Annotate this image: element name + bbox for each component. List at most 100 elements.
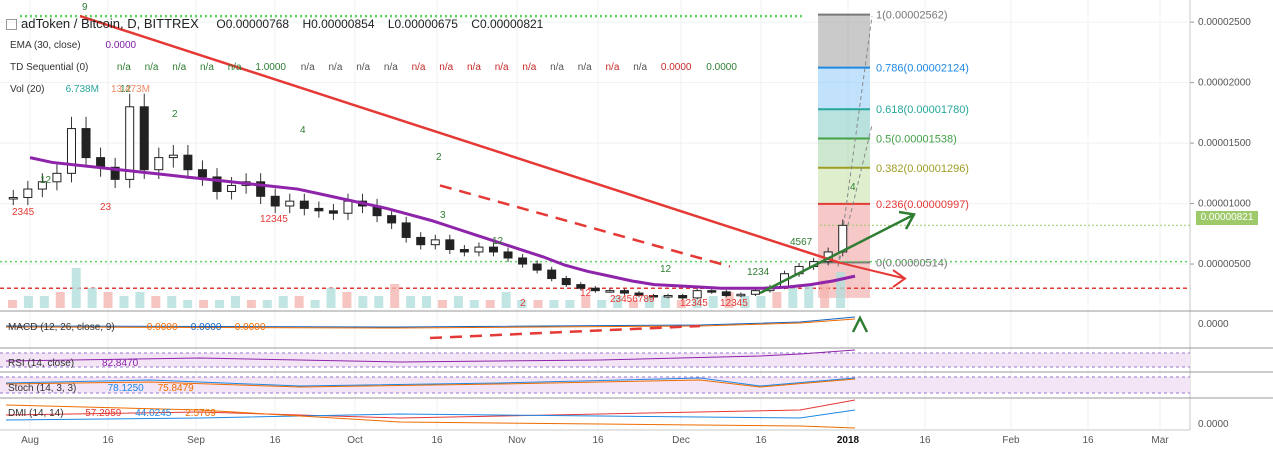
dmi-axis-label: 0.0000 xyxy=(1198,419,1229,430)
td-count-label: 1234 xyxy=(747,267,770,278)
volume-bar xyxy=(230,296,240,308)
volume-bar xyxy=(135,292,145,308)
volume-bar xyxy=(87,288,97,308)
candle-body xyxy=(139,106,149,171)
td-count-label: 12345 xyxy=(680,298,708,309)
x-tick-label: 16 xyxy=(592,435,604,446)
volume-bar xyxy=(246,300,256,308)
volume-bar xyxy=(453,296,463,308)
volume-bar xyxy=(8,300,17,308)
volume-bar xyxy=(820,280,830,308)
candle-body xyxy=(23,188,33,199)
td-count-label: 12 xyxy=(660,264,672,275)
fib-level-label: 0.382(0.00001296) xyxy=(876,163,969,175)
y-tick-label: 0.00001500 xyxy=(1198,138,1251,149)
stoch-d-line xyxy=(5,378,856,388)
macd-axis-label: 0.0000 xyxy=(1198,319,1229,330)
td-count-label: 12 xyxy=(580,288,592,299)
collapse-toggle-icon[interactable] xyxy=(6,19,17,31)
volume-bar xyxy=(262,300,272,308)
pane-label-dmi: DMI (14, 14) xyxy=(8,408,64,419)
fib-level-label: 0.786(0.00002124) xyxy=(876,63,969,75)
td-count-label: 2 xyxy=(520,298,526,309)
pane-value-macd: 0.0000 xyxy=(191,322,222,333)
td-count-label: 12345 xyxy=(720,298,748,309)
candle-body xyxy=(736,293,746,297)
indicator-value: n/a xyxy=(117,62,131,73)
volume-bar xyxy=(422,296,432,308)
pane-value-stoch: 78.1250 xyxy=(108,383,145,394)
volume-bar xyxy=(565,300,575,308)
volume-bar xyxy=(374,296,384,308)
volume-bar xyxy=(151,296,161,308)
candle-body xyxy=(503,251,513,259)
td-count-label: 9 xyxy=(82,2,88,13)
indicator-value: n/a xyxy=(439,62,453,73)
td-count-label: 4 xyxy=(300,125,306,136)
pane-label-stoch: Stoch (14, 3, 3) xyxy=(8,383,76,394)
pane-value-rsi: 82.8470 xyxy=(102,358,139,369)
volume-bar xyxy=(55,292,65,308)
volume-bar xyxy=(501,292,511,308)
volume-bar xyxy=(342,292,352,308)
indicator-value: n/a xyxy=(550,62,564,73)
volume-bar xyxy=(549,300,559,308)
td-count-label: 2 xyxy=(436,152,442,163)
candle-body xyxy=(125,106,135,180)
indicator-value: n/a xyxy=(606,62,620,73)
volume-bar xyxy=(294,296,304,308)
ema-line xyxy=(29,156,856,290)
fib-zone xyxy=(818,109,870,139)
volume-bar xyxy=(119,296,129,308)
indicator-value: 1.0000 xyxy=(255,62,286,73)
indicator-value: n/a xyxy=(329,62,343,73)
candle-body xyxy=(430,239,440,246)
arrow-head-icon xyxy=(851,315,869,333)
candle-body xyxy=(678,294,688,299)
fib-zone xyxy=(818,14,870,68)
arrow-head-icon xyxy=(892,269,907,288)
volume-bar xyxy=(660,296,670,308)
current-price-label: 0.00000821 xyxy=(1196,211,1258,225)
indicator-value: 13.473M xyxy=(111,84,150,95)
indicator-label: Vol (20) xyxy=(10,84,44,95)
fib-level-label: 1(0.00002562) xyxy=(876,10,948,22)
candle-body xyxy=(343,200,353,214)
volume-bar xyxy=(71,268,81,308)
x-tick-label: Sep xyxy=(187,435,205,446)
volume-bar xyxy=(613,296,623,308)
indicator-value: n/a xyxy=(172,62,186,73)
fib-zone xyxy=(818,138,870,168)
candle-body xyxy=(328,210,338,214)
indicator-value: n/a xyxy=(228,62,242,73)
pane-value-dmi: 57.2959 xyxy=(85,408,122,419)
dashed-trendline xyxy=(439,184,731,268)
volume-bar xyxy=(406,296,416,308)
indicator-value: n/a xyxy=(384,62,398,73)
volume-bar xyxy=(485,300,495,308)
indicator-value: n/a xyxy=(578,62,592,73)
candle-body xyxy=(227,184,237,192)
fib-zone xyxy=(818,167,870,204)
y-tick-label: 0.00002000 xyxy=(1198,78,1251,89)
volume-bar xyxy=(310,300,320,308)
y-tick-label: 0.00000500 xyxy=(1198,259,1251,270)
x-tick-label: Dec xyxy=(672,435,690,446)
indicator-label: EMA (30, close) xyxy=(10,40,81,51)
td-count-label: 3 xyxy=(440,210,446,221)
fib-level-label: 0.618(0.00001780) xyxy=(876,104,969,116)
stoch-k-line xyxy=(5,377,856,387)
td-count-label: 4 xyxy=(850,182,856,193)
pane-label-rsi: RSI (14, close) xyxy=(8,358,74,369)
candle-body xyxy=(692,290,702,299)
indicator-value: n/a xyxy=(467,62,481,73)
indicator-value: n/a xyxy=(522,62,536,73)
candle-body xyxy=(459,249,469,253)
candle-body xyxy=(387,215,397,224)
volume-bar xyxy=(517,300,527,308)
candle-body xyxy=(256,181,266,197)
pane-value-dmi: 2.5769 xyxy=(185,408,216,419)
candle-body xyxy=(488,246,498,253)
x-tick-label: Mar xyxy=(1151,435,1169,446)
